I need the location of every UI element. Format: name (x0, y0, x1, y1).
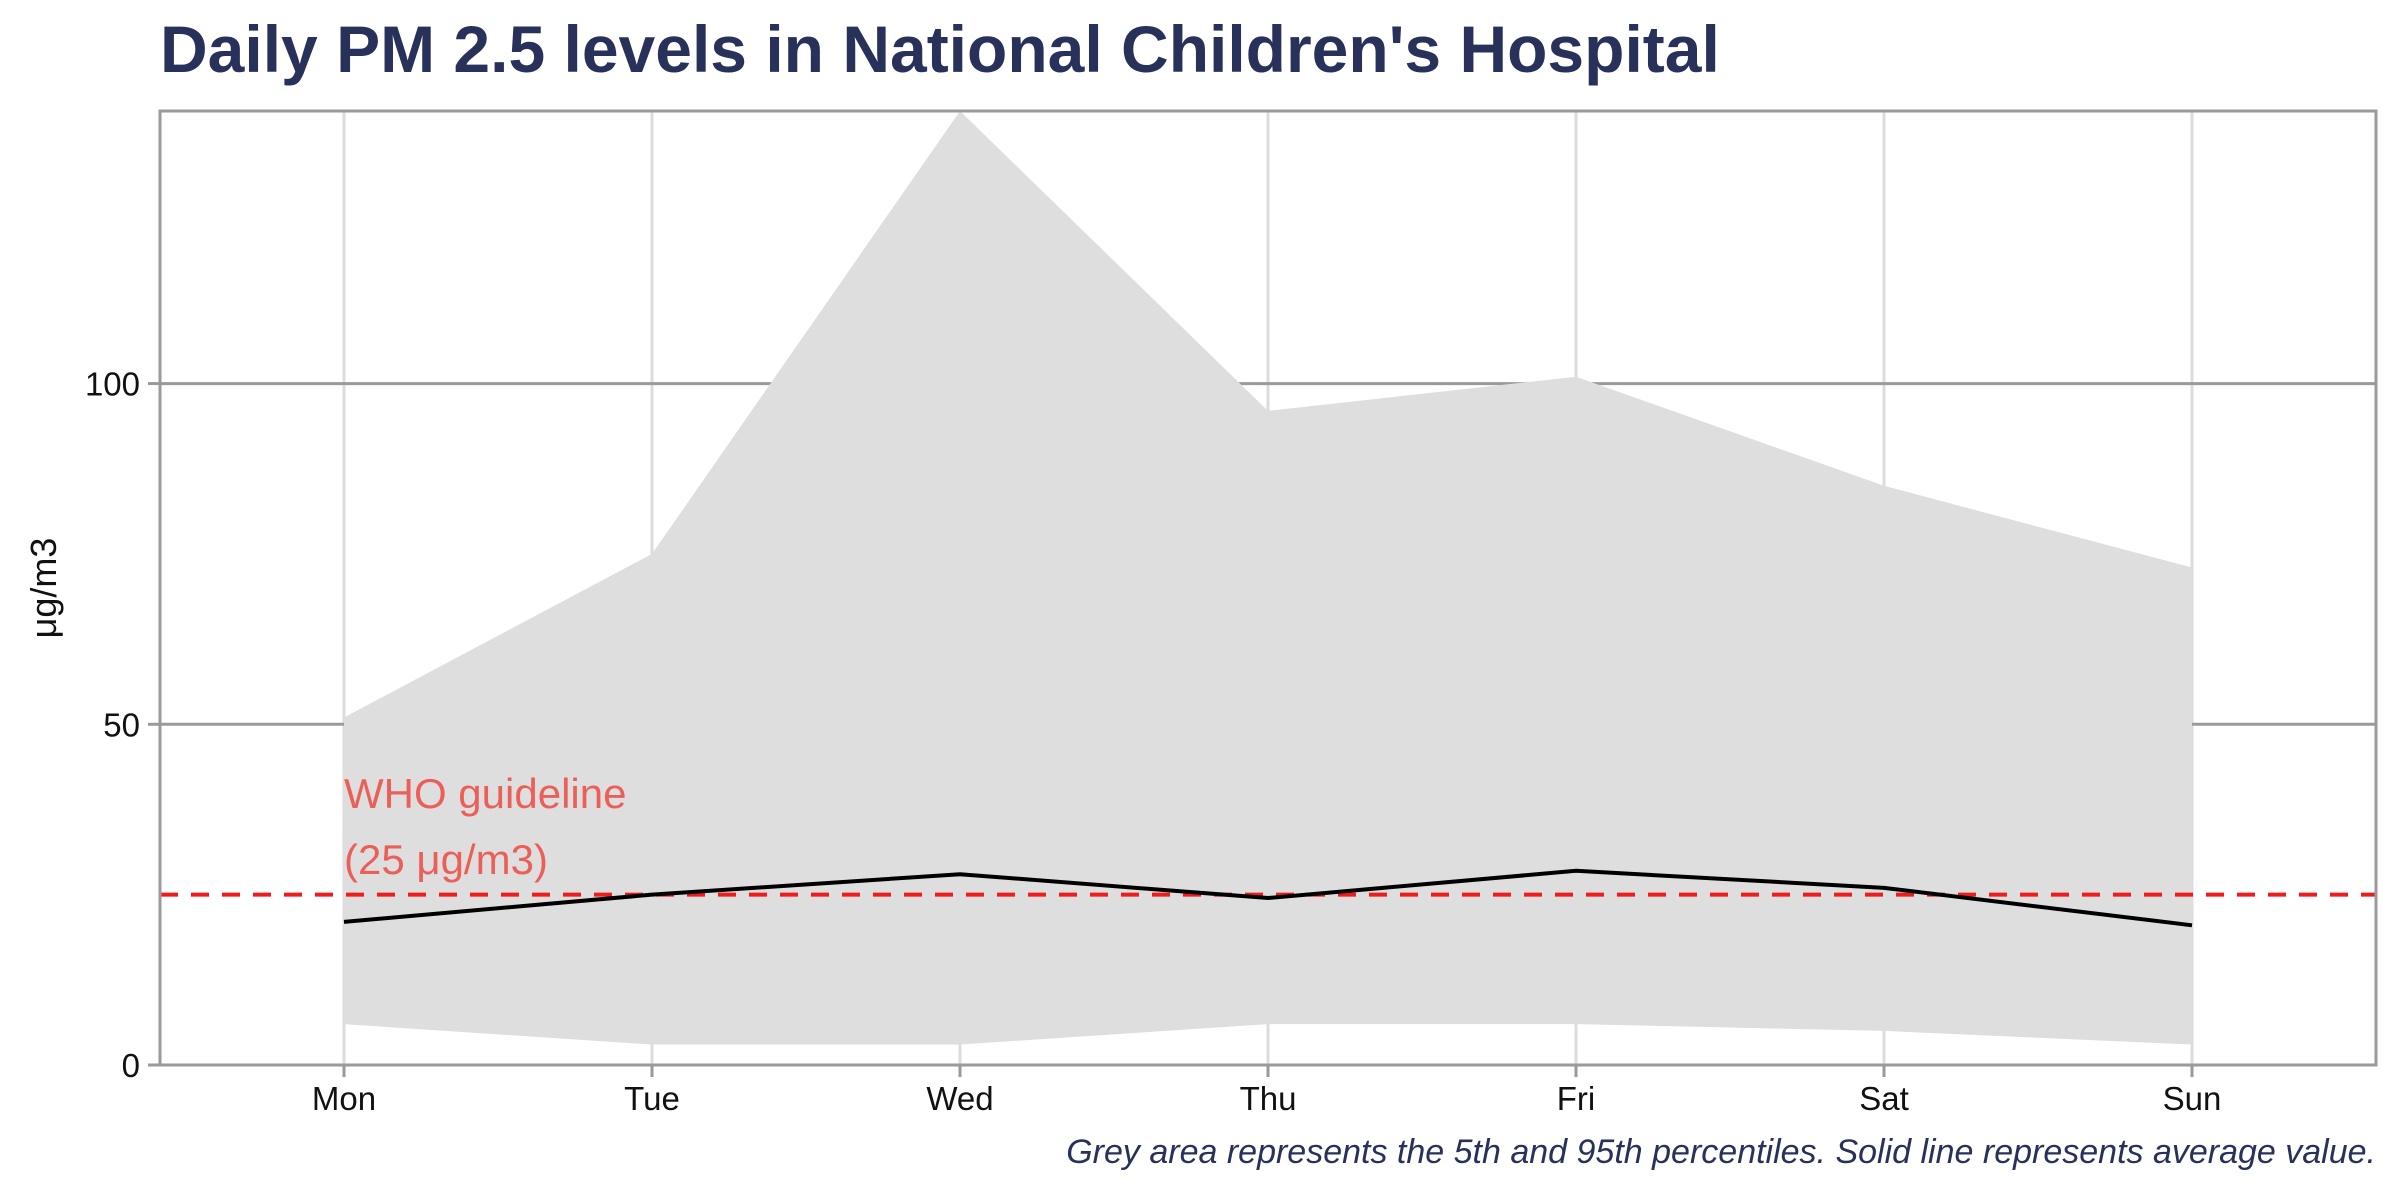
band-layer (344, 111, 2192, 1045)
y-axis-title: μg/m3 (23, 538, 64, 639)
panel-layer (148, 109, 2378, 1077)
who-guideline-label: WHO guideline (344, 770, 626, 817)
y-tick-label-0: 0 (122, 1047, 140, 1084)
x-tick-label-wed: Wed (926, 1080, 993, 1117)
chart-caption: Grey area represents the 5th and 95th pe… (1066, 1133, 2376, 1171)
label-layer: Mon Tue Wed Thu Fri Sat Sun 0 50 100 μg/m3 WHO guid… (23, 366, 2221, 1117)
x-tick-label-tue: Tue (624, 1080, 680, 1117)
chart-title: Daily PM 2.5 levels in National Children… (160, 12, 1720, 86)
x-tick-label-sun: Sun (2163, 1080, 2222, 1117)
x-tick-label-thu: Thu (1240, 1080, 1297, 1117)
x-tick-label-sat: Sat (1859, 1080, 1909, 1117)
series-layer (343, 868, 2193, 928)
x-tick-label-mon: Mon (312, 1080, 376, 1117)
y-tick-label-100: 100 (85, 366, 140, 403)
average-line (343, 868, 2193, 928)
who-guideline-value-label: (25 μg/m3) (344, 836, 548, 883)
x-tick-label-fri: Fri (1557, 1080, 1595, 1117)
percentile-band (344, 111, 2192, 1045)
y-tick-label-50: 50 (103, 706, 140, 743)
